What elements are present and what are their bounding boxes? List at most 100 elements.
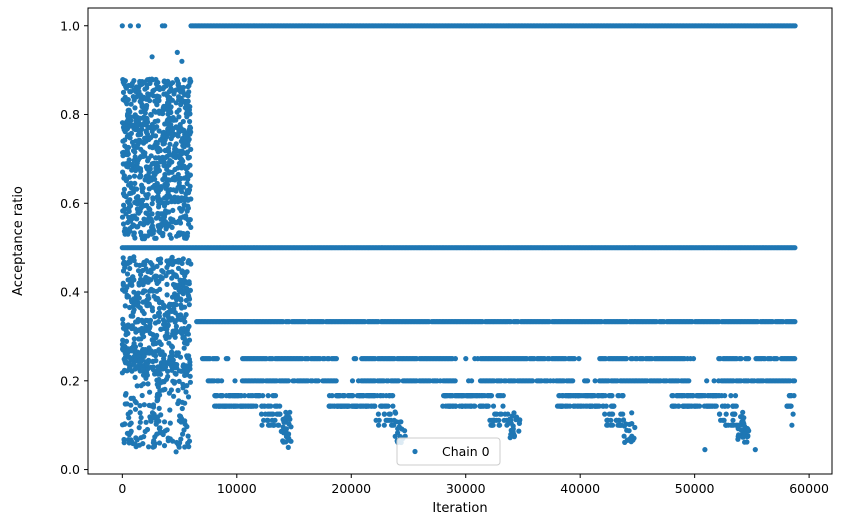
burn-in-point <box>123 99 129 105</box>
burn-in-point <box>167 354 173 360</box>
tail-point <box>632 424 638 431</box>
tail-point <box>728 393 734 399</box>
burn-in-point <box>164 326 170 332</box>
burn-in-point <box>185 190 192 196</box>
burn-in-point <box>184 383 190 389</box>
tail-point <box>396 419 402 425</box>
band-point <box>463 356 469 362</box>
data-point <box>179 58 185 64</box>
burn-in-point <box>178 89 184 95</box>
burn-in-point <box>186 217 192 223</box>
burn-in-point <box>186 337 193 343</box>
burn-in-point <box>148 267 154 273</box>
burn-in-point <box>169 349 175 355</box>
band-point <box>738 356 744 362</box>
burn-in-point <box>152 314 158 320</box>
burn-in-point <box>151 351 157 358</box>
burn-in-point <box>159 275 165 281</box>
band-point <box>746 356 752 362</box>
tail-point <box>510 423 516 429</box>
tail-point <box>736 432 742 438</box>
burn-in-point <box>186 438 193 444</box>
legend-entry-chain-0: Chain 0 <box>442 444 490 459</box>
burn-in-point <box>142 86 148 92</box>
burn-in-point <box>153 421 159 427</box>
tail-point <box>381 422 387 428</box>
tail-point <box>608 403 615 409</box>
tail-point <box>361 403 367 409</box>
burn-in-point <box>167 95 173 101</box>
burn-in-point <box>137 220 143 226</box>
burn-in-point <box>120 346 126 352</box>
burn-in-point <box>185 394 192 400</box>
burn-in-point <box>180 431 186 437</box>
burn-in-point <box>127 304 133 311</box>
tail-point <box>616 422 622 428</box>
burn-in-point <box>179 305 185 311</box>
burn-in-point <box>162 386 168 392</box>
tail-point <box>240 403 247 409</box>
burn-in-point <box>156 305 163 311</box>
tail-point <box>442 393 448 399</box>
band-point <box>396 378 402 384</box>
burn-in-point <box>165 373 171 380</box>
burn-in-point <box>141 79 147 85</box>
burn-in-point <box>176 180 182 186</box>
burn-in-point <box>162 359 168 365</box>
burn-in-point <box>131 289 137 295</box>
burn-in-point <box>175 387 181 393</box>
burn-in-point <box>178 208 184 214</box>
burn-in-point <box>139 392 145 399</box>
burn-in-point <box>166 88 172 95</box>
burn-in-point <box>159 379 165 385</box>
band-point <box>711 378 717 384</box>
burn-in-point <box>141 310 147 317</box>
data-points <box>119 23 798 455</box>
burn-in-point <box>151 87 157 93</box>
burn-in-point <box>188 146 194 152</box>
tail-point <box>702 393 708 399</box>
band-point <box>792 245 798 251</box>
burn-in-point <box>131 97 137 103</box>
tail-point <box>740 434 746 440</box>
burn-in-point <box>185 91 191 97</box>
burn-in-point <box>161 443 168 449</box>
band-point <box>285 378 292 384</box>
burn-in-point <box>150 196 156 202</box>
burn-in-point <box>145 381 151 387</box>
burn-in-point <box>136 209 142 215</box>
tail-point <box>740 419 746 425</box>
burn-in-point <box>165 269 172 275</box>
burn-in-point <box>181 325 187 332</box>
burn-in-point <box>171 380 177 386</box>
burn-in-point <box>124 271 131 277</box>
tail-point <box>276 422 282 428</box>
burn-in-point <box>179 150 185 156</box>
burn-in-point <box>149 211 155 217</box>
tail-point <box>575 393 582 399</box>
burn-in-point <box>138 435 144 441</box>
burn-in-point <box>157 286 163 292</box>
burn-in-point <box>181 345 187 351</box>
burn-in-point <box>164 292 170 298</box>
burn-in-point <box>156 440 163 446</box>
tail-point <box>669 403 675 409</box>
tail-point <box>723 411 729 417</box>
tail-point <box>381 411 388 417</box>
burn-in-point <box>184 341 190 347</box>
y-tick-label: 0.2 <box>60 373 80 388</box>
tail-point <box>508 433 514 439</box>
burn-in-point <box>185 110 191 116</box>
tail-point <box>711 403 718 409</box>
burn-in-point <box>183 270 189 276</box>
burn-in-point <box>184 230 191 236</box>
burn-in-point <box>184 367 190 373</box>
burn-in-point <box>142 110 148 116</box>
burn-in-point <box>174 76 180 82</box>
burn-in-point <box>131 336 137 342</box>
band-point <box>469 378 475 384</box>
tail-point <box>738 414 744 420</box>
burn-in-point <box>153 155 159 161</box>
burn-in-point <box>119 370 125 376</box>
tail-point <box>349 403 355 409</box>
